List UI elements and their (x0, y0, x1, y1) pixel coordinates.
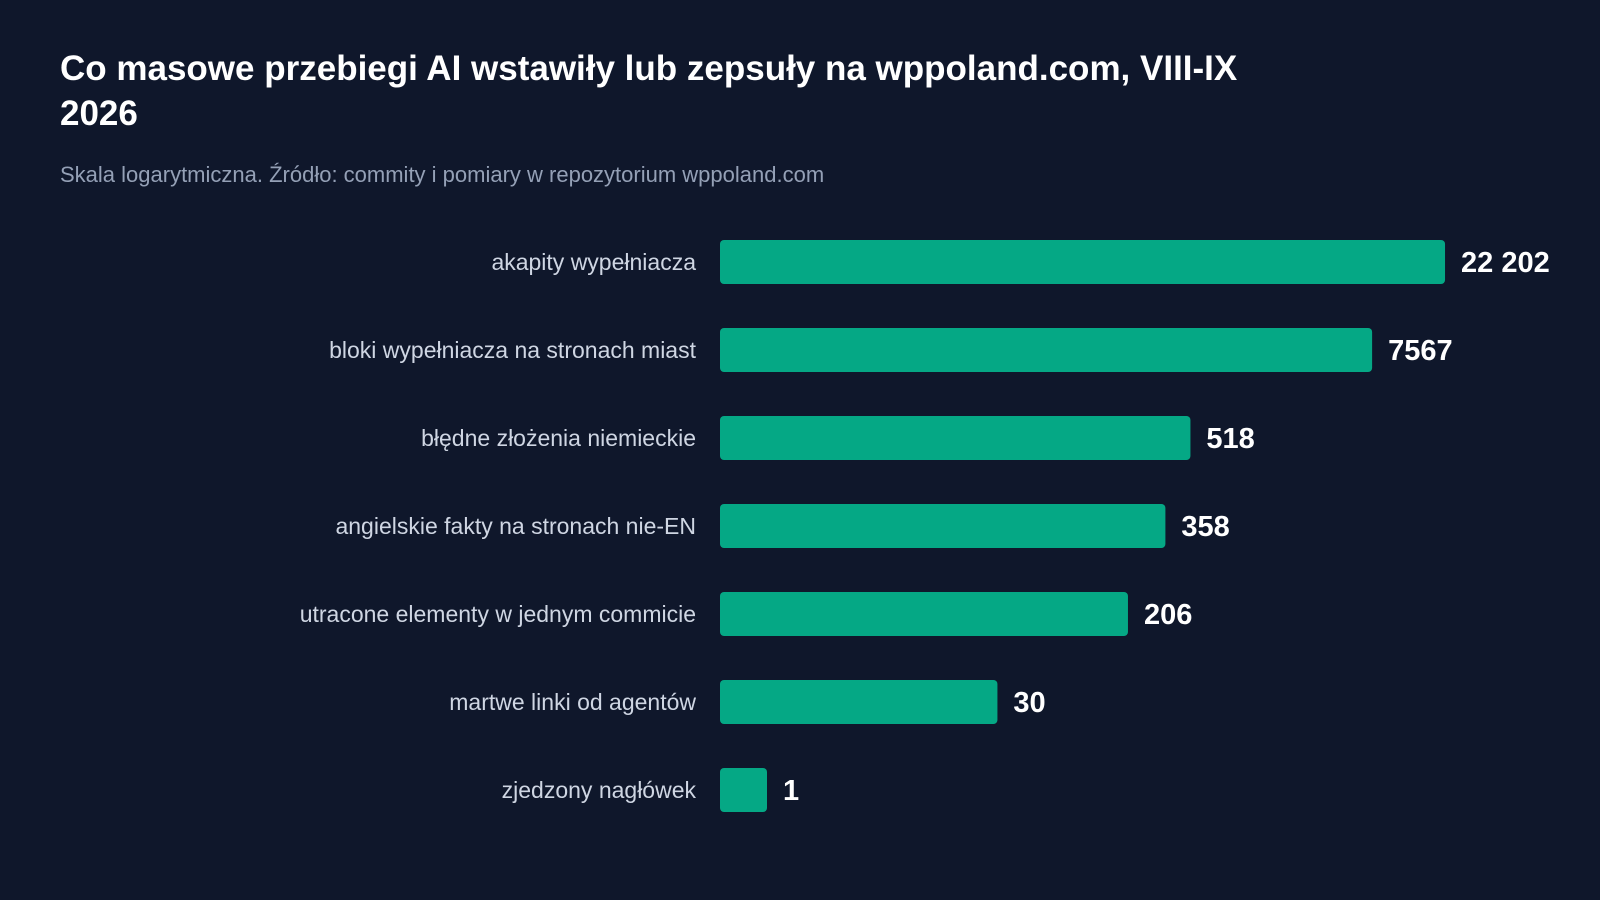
category-label: zjedzony nagłówek (502, 777, 697, 803)
bar (720, 768, 767, 812)
bar (720, 504, 1166, 548)
category-label: martwe linki od agentów (449, 689, 696, 715)
category-label: błędne złożenia niemieckie (421, 425, 696, 451)
value-label: 206 (1144, 599, 1192, 631)
chart-subtitle: Skala logarytmiczna. Źródło: commity i p… (60, 162, 825, 187)
category-label: utracone elementy w jednym commicie (300, 601, 696, 627)
bar (720, 416, 1191, 460)
value-label: 30 (1013, 687, 1045, 719)
category-label: bloki wypełniacza na stronach miast (329, 337, 697, 363)
value-label: 22 202 (1461, 247, 1550, 279)
value-label: 7567 (1388, 335, 1453, 367)
category-label: akapity wypełniacza (491, 249, 696, 275)
bar (720, 592, 1128, 636)
bar (720, 240, 1446, 284)
category-label: angielskie fakty na stronach nie-EN (335, 513, 696, 539)
bar (720, 680, 998, 724)
value-label: 518 (1206, 423, 1254, 455)
value-label: 358 (1181, 511, 1229, 543)
value-label: 1 (783, 775, 799, 807)
chart-title: Co masowe przebiegi AI wstawiły lub zeps… (60, 49, 1238, 133)
bar (720, 328, 1373, 372)
